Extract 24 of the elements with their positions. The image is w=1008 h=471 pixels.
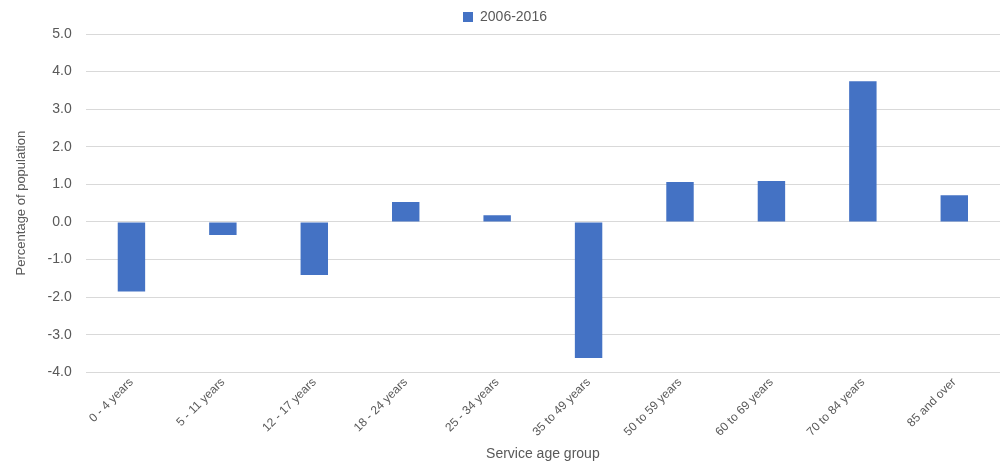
bar <box>300 222 329 275</box>
y-tick-label: -1.0 <box>47 250 72 267</box>
bar <box>392 201 420 222</box>
bar <box>574 222 603 358</box>
bar <box>209 222 237 236</box>
y-tick-label: 4.0 <box>52 62 72 79</box>
y-tick-label: 5.0 <box>52 24 72 41</box>
y-tick-label: -3.0 <box>47 325 72 342</box>
legend-label: 2006-2016 <box>480 7 548 24</box>
x-tick-label: 85 and over <box>904 374 959 430</box>
y-tick-label: 1.0 <box>52 175 72 192</box>
bar <box>666 182 694 222</box>
bar <box>849 81 877 222</box>
y-tick-label: 2.0 <box>52 137 72 154</box>
bar <box>757 180 786 222</box>
bar <box>940 195 968 222</box>
bar <box>117 222 146 292</box>
y-axis-title: Percentage of population <box>13 130 29 276</box>
x-axis-title: Service age group <box>486 445 600 462</box>
y-tick-label: 3.0 <box>52 100 72 117</box>
bar <box>483 215 511 222</box>
y-tick-label: -4.0 <box>47 363 72 380</box>
y-tick-label: 0.0 <box>52 212 72 229</box>
y-tick-label: -2.0 <box>47 287 72 304</box>
